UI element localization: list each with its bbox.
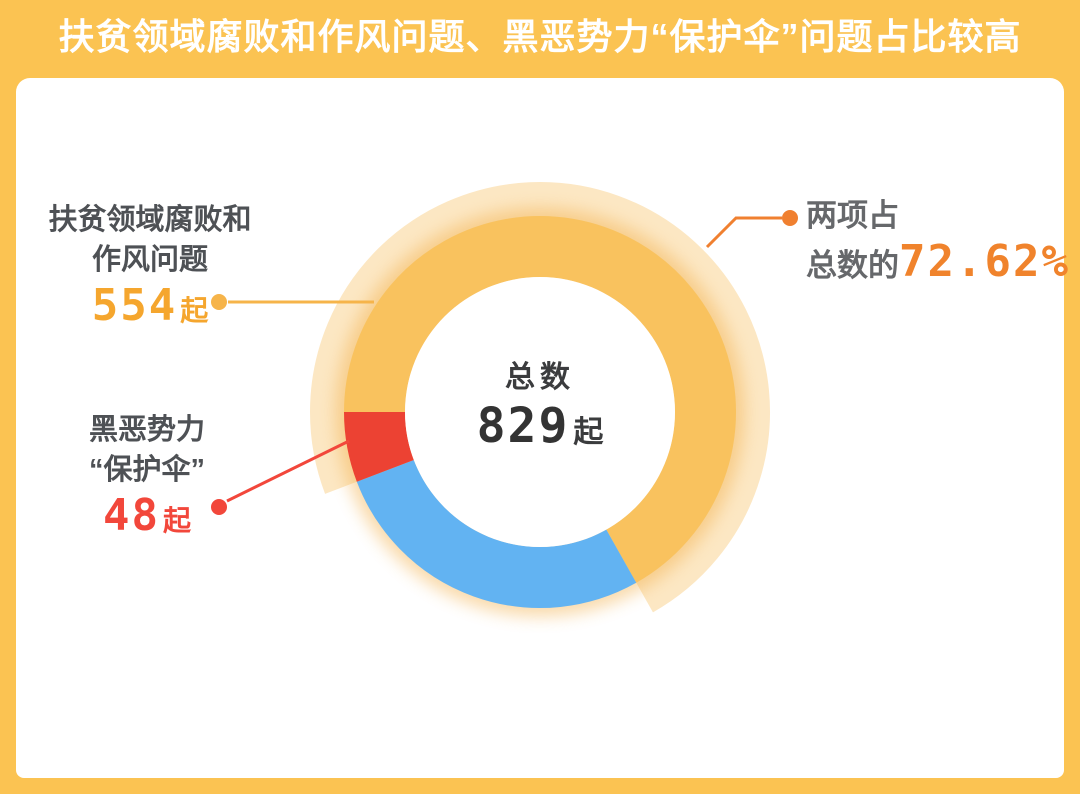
- donut-segment-protection-umbrella: [344, 411, 415, 482]
- poverty-callout-dot: [211, 294, 227, 310]
- umbrella-count: 48: [103, 490, 160, 541]
- callout-umbrella-value-row: 48 起: [38, 494, 256, 548]
- umbrella-callout-dot: [211, 499, 227, 515]
- callout-combined: 两项占 总数的 72.62%: [806, 194, 1076, 288]
- center-total-value-row: 829 起: [405, 402, 675, 462]
- callout-umbrella: 黑恶势力 “保护伞” 48 起: [38, 410, 256, 548]
- callout-poverty: 扶贫领域腐败和 作风问题 554 起: [18, 200, 282, 338]
- poverty-count: 554: [91, 280, 178, 331]
- umbrella-count-unit: 起: [162, 505, 191, 536]
- page-title: 扶贫领域腐败和作风问题、黑恶势力“保护伞”问题占比较高: [58, 16, 1022, 57]
- center-total-label: 总数: [505, 361, 575, 394]
- callout-poverty-value-row: 554 起: [18, 284, 282, 338]
- donut-hole: [405, 277, 675, 547]
- callout-combined-value-row: 总数的 72.62%: [806, 240, 1076, 288]
- total-count-unit: 起: [573, 416, 604, 449]
- combined-prefix: 总数的: [806, 248, 899, 283]
- callout-poverty-line1: 扶贫领域腐败和: [48, 204, 252, 236]
- callout-poverty-line2: 作风问题: [91, 244, 208, 276]
- donut-segment-poverty-corruption: [344, 216, 736, 583]
- poverty-count-unit: 起: [180, 295, 209, 326]
- total-count: 829: [476, 398, 570, 454]
- donut-segment-other: [356, 459, 637, 608]
- callout-umbrella-line2: “保护伞”: [88, 454, 205, 486]
- umbrella-callout-line: [226, 439, 350, 503]
- callout-umbrella-line1: 黑恶势力: [88, 414, 205, 446]
- combined-callout-line: [705, 216, 782, 249]
- donut-center-label: 总数 829 起: [405, 352, 675, 462]
- combined-percent: 72.62%: [899, 236, 1070, 287]
- main-ring-group: [344, 216, 736, 608]
- combined-callout-dot: [782, 210, 798, 226]
- callout-combined-line1: 两项占: [806, 198, 899, 233]
